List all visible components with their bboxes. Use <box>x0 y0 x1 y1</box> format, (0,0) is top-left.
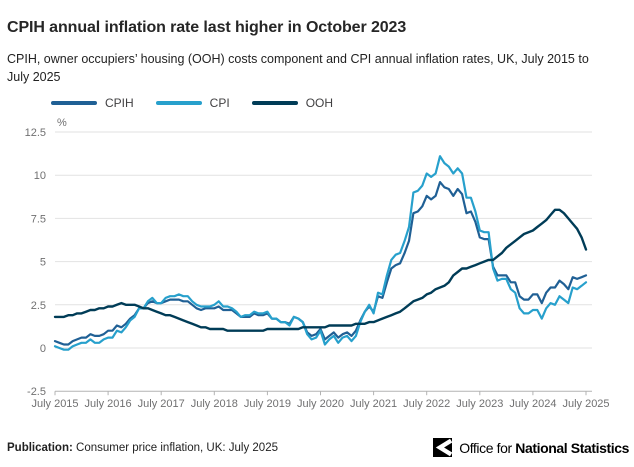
publication-note: Publication: Consumer price inflation, U… <box>7 442 278 454</box>
x-tick-label: July 2016 <box>85 398 132 410</box>
ons-logo-text-bold: National Statistics <box>515 439 629 456</box>
legend-swatch-ooh <box>251 100 298 106</box>
x-tick-label: July 2018 <box>191 398 238 410</box>
chart-legend: CPIH CPI OOH <box>51 96 333 110</box>
page-title: CPIH annual inflation rate last higher i… <box>7 18 407 36</box>
legend-item-cpih: CPIH <box>51 96 134 110</box>
y-tick-label: 0 <box>40 343 46 355</box>
x-tick-label: July 2015 <box>31 398 78 410</box>
ons-logo-text-regular: Office for <box>459 439 516 456</box>
legend-label-cpih: CPIH <box>105 96 134 110</box>
ons-logo: Office for National Statistics <box>433 438 629 457</box>
y-tick-label: 2.5 <box>31 300 46 312</box>
x-tick-label: July 2017 <box>138 398 185 410</box>
x-tick-label: July 2021 <box>350 398 397 410</box>
legend-label-cpi: CPI <box>209 96 230 110</box>
ons-logo-icon <box>433 438 453 457</box>
y-tick-label: 5 <box>40 257 46 269</box>
legend-swatch-cpih <box>51 100 97 106</box>
x-tick-label: July 2024 <box>509 398 556 410</box>
y-axis-unit-label: % <box>57 117 67 129</box>
chart-line-cpi <box>53 155 588 351</box>
y-tick-label: 7.5 <box>31 213 46 225</box>
y-tick-label: -2.5 <box>27 386 46 398</box>
legend-item-cpi: CPI <box>155 96 230 110</box>
x-tick-label: July 2019 <box>244 398 291 410</box>
publication-text: Consumer price inflation, UK: July 2025 <box>72 442 278 454</box>
publication-label: Publication: <box>7 442 73 454</box>
y-tick-label: 12.5 <box>25 127 46 139</box>
x-tick-label: July 2020 <box>297 398 344 410</box>
chart-line-cpih <box>53 181 588 346</box>
legend-swatch-cpi <box>155 100 202 106</box>
ons-logo-text: Office for National Statistics <box>459 440 629 456</box>
legend-label-ooh: OOH <box>305 96 334 110</box>
x-tick-label: July 2022 <box>403 398 450 410</box>
y-tick-label: 10 <box>34 170 46 182</box>
x-tick-label: July 2025 <box>562 398 609 410</box>
x-tick-label: July 2023 <box>456 398 503 410</box>
chart-line-ooh <box>53 208 588 332</box>
legend-item-ooh: OOH <box>251 96 334 110</box>
chart-subtitle: CPIH, owner occupiers’ housing (OOH) cos… <box>7 51 589 84</box>
